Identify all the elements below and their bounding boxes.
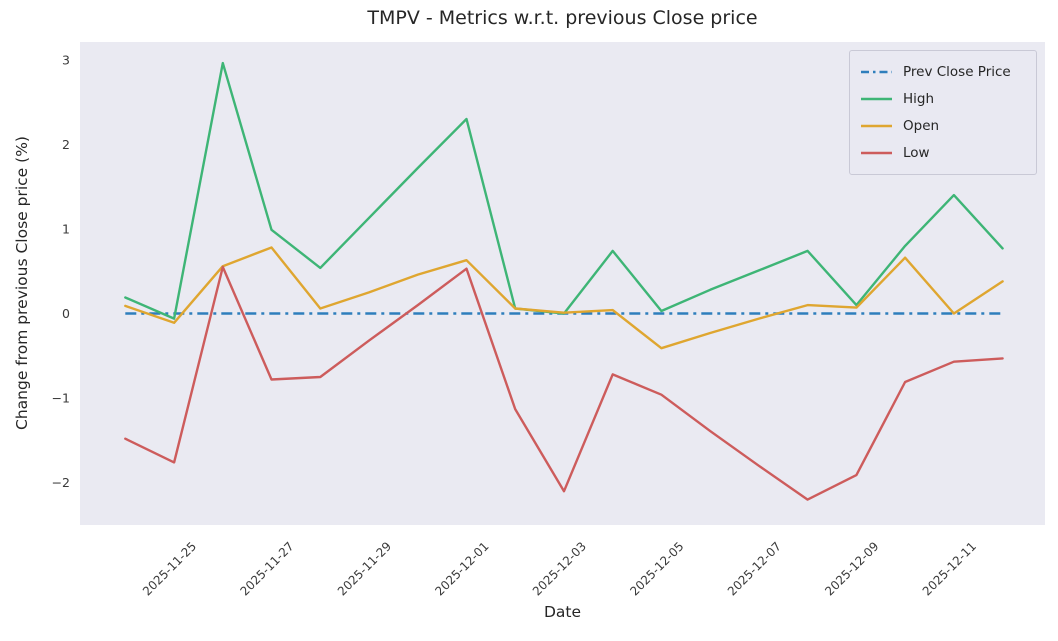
legend-swatch-line bbox=[861, 151, 892, 155]
y-tick-label: 3 bbox=[62, 52, 70, 67]
x-tick-label: 2025-12-09 bbox=[822, 539, 881, 598]
y-tick-label: −2 bbox=[52, 475, 70, 490]
legend-item-prev-close-price: Prev Close Price bbox=[860, 59, 1024, 85]
y-tick-label: 2 bbox=[62, 137, 70, 152]
legend-label: Open bbox=[903, 118, 940, 134]
legend-label: High bbox=[903, 91, 935, 107]
y-tick-label: 1 bbox=[62, 221, 70, 236]
legend-swatch-line bbox=[861, 124, 892, 128]
x-tick-label: 2025-12-03 bbox=[530, 539, 589, 598]
legend-swatch-line bbox=[861, 70, 892, 74]
legend: Prev Close Price High Open Low bbox=[849, 50, 1037, 175]
series-line-low bbox=[124, 265, 1004, 501]
x-tick-label: 2025-12-05 bbox=[627, 539, 686, 598]
series-line-open bbox=[124, 246, 1004, 350]
x-tick-label: 2025-11-25 bbox=[140, 539, 199, 598]
legend-label: Low bbox=[903, 145, 930, 161]
x-tick-label: 2025-12-07 bbox=[725, 539, 784, 598]
y-axis-label: Change from previous Close price (%) bbox=[13, 136, 31, 430]
x-tick-label: 2025-12-11 bbox=[920, 539, 979, 598]
legend-item-high: High bbox=[860, 86, 1024, 112]
x-axis-label: Date bbox=[543, 603, 582, 621]
legend-swatch-line bbox=[861, 97, 892, 101]
legend-item-open: Open bbox=[860, 113, 1024, 139]
y-tick-label: 0 bbox=[62, 306, 70, 321]
x-tick-label: 2025-11-29 bbox=[335, 539, 394, 598]
legend-item-low: Low bbox=[860, 140, 1024, 166]
chart-title: TMPV - Metrics w.r.t. previous Close pri… bbox=[367, 7, 758, 29]
x-tick-label: 2025-12-01 bbox=[432, 539, 491, 598]
x-tick-label: 2025-11-27 bbox=[237, 539, 296, 598]
y-tick-label: −1 bbox=[52, 391, 70, 406]
legend-label: Prev Close Price bbox=[903, 64, 1011, 80]
